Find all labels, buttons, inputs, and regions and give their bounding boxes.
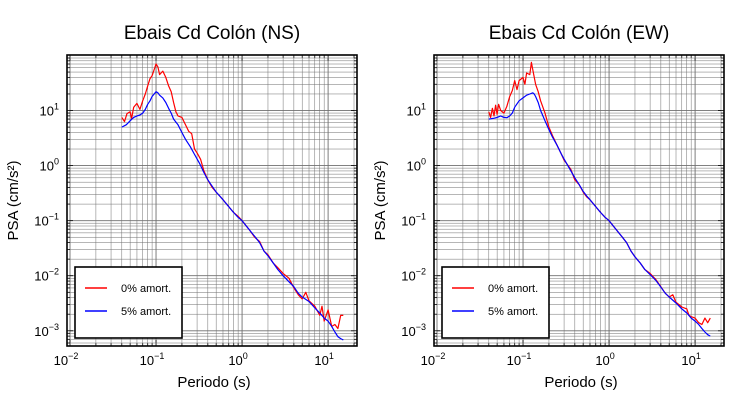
series-line-damping-5 — [121, 91, 344, 341]
y-tick-label: 10−1 — [34, 212, 59, 229]
y-tick-label: 100 — [407, 157, 426, 174]
x-axis-label: Periodo (s) — [177, 374, 250, 391]
legend-box — [74, 266, 183, 339]
y-tick-label: 10−1 — [401, 212, 426, 229]
x-tick-label: 10−1 — [507, 351, 532, 368]
x-tick-label: 100 — [595, 351, 614, 368]
plot-frame — [433, 54, 725, 347]
legend-label: 0% amort. — [488, 283, 538, 295]
chart-title: Ebais Cd Colón (EW) — [489, 23, 670, 44]
x-tick-label: 101 — [681, 351, 700, 368]
series-line-damping-5 — [488, 92, 711, 337]
y-axis-label: PSA (cm/s²) — [5, 160, 22, 240]
chart-panel-ns: 10−2 10−1 100 101 10−3 10−2 10−1 100 101 Ebais Cd… — [5, 23, 358, 391]
legend-label: 5% amort. — [121, 306, 171, 318]
y-axis-label: PSA (cm/s²) — [372, 160, 389, 240]
y-tick-label: 101 — [40, 102, 59, 119]
y-tick-label: 10−2 — [34, 267, 59, 284]
x-tick-label: 10−2 — [54, 351, 79, 368]
x-tick-label: 101 — [314, 351, 333, 368]
grid — [434, 55, 724, 346]
chart-panel-ew: 10−2 10−1 100 101 10−3 10−2 10−1 100 101 Ebais Cd… — [372, 23, 725, 391]
x-tick-label: 10−2 — [421, 351, 446, 368]
x-tick-label: 100 — [228, 351, 247, 368]
chart-title: Ebais Cd Colón (NS) — [124, 23, 300, 44]
y-tick-label: 10−2 — [401, 267, 426, 284]
y-tick-label: 10−3 — [34, 322, 59, 339]
series-line-damping-0 — [488, 61, 711, 326]
x-axis-label: Periodo (s) — [544, 374, 617, 391]
legend-box — [441, 266, 550, 339]
y-tick-label: 10−3 — [401, 322, 426, 339]
y-tick-label: 101 — [407, 102, 426, 119]
plot-frame — [66, 54, 358, 347]
legend: 0% amort. 5% amort. — [74, 266, 183, 339]
legend: 0% amort. 5% amort. — [441, 266, 550, 339]
y-tick-label: 100 — [40, 157, 59, 174]
x-tick-label: 10−1 — [140, 351, 165, 368]
legend-label: 5% amort. — [488, 306, 538, 318]
legend-label: 0% amort. — [121, 283, 171, 295]
